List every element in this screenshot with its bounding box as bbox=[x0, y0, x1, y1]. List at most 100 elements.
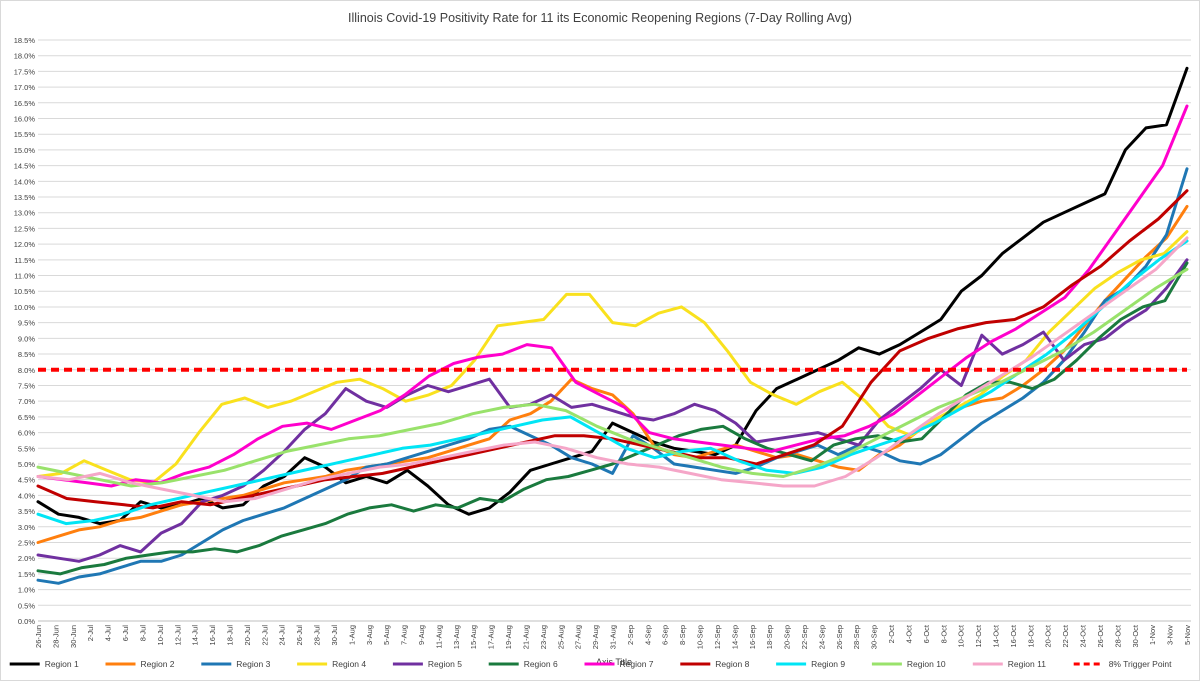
x-tick-label: 31-Aug bbox=[609, 625, 618, 649]
x-tick-label: 12-Jul bbox=[173, 625, 182, 646]
x-tick-label: 28-Sep bbox=[852, 625, 861, 649]
x-tick-label: 25-Aug bbox=[556, 625, 565, 649]
y-tick-label: 9.0% bbox=[18, 334, 35, 343]
x-tick-label: 12-Sep bbox=[713, 625, 722, 649]
y-tick-label: 15.5% bbox=[14, 130, 36, 139]
y-tick-label: 5.5% bbox=[18, 444, 35, 453]
y-tick-label: 6.0% bbox=[18, 429, 35, 438]
x-tick-label: 22-Jul bbox=[260, 625, 269, 646]
series-line-region-9 bbox=[36, 239, 1189, 526]
y-tick-label: 12.5% bbox=[14, 224, 36, 233]
y-tick-label: 4.5% bbox=[18, 476, 35, 485]
y-tick-label: 17.5% bbox=[14, 67, 36, 76]
y-tick-label: 12.0% bbox=[14, 240, 36, 249]
legend-label: Region 9 bbox=[811, 659, 845, 669]
y-tick-label: 0.0% bbox=[18, 617, 35, 626]
x-tick-label: 19-Aug bbox=[504, 625, 513, 649]
y-tick-label: 4.0% bbox=[18, 491, 35, 500]
y-tick-label: 10.0% bbox=[14, 303, 36, 312]
y-tick-label: 16.5% bbox=[14, 99, 36, 108]
x-tick-label: 3-Aug bbox=[365, 625, 374, 645]
legend-label: Region 8 bbox=[715, 659, 749, 669]
legend-item: Region 11 bbox=[972, 659, 1046, 669]
series-line-region-3 bbox=[36, 167, 1189, 585]
y-tick-label: 13.0% bbox=[14, 209, 36, 218]
x-tick-label: 24-Jul bbox=[278, 625, 287, 646]
x-tick-label: 28-Jun bbox=[51, 625, 60, 648]
y-tick-label: 1.5% bbox=[18, 570, 35, 579]
legend-label: Region 11 bbox=[1008, 659, 1046, 669]
x-tick-label: 4-Oct bbox=[904, 624, 913, 643]
series-line-region-6 bbox=[36, 261, 1189, 576]
x-tick-label: 9-Aug bbox=[417, 625, 426, 645]
series-line-region-7 bbox=[36, 104, 1189, 488]
x-tick-label: 1-Aug bbox=[347, 625, 356, 645]
x-tick-label: 20-Sep bbox=[783, 625, 792, 649]
y-tick-label: 7.0% bbox=[18, 397, 35, 406]
legend-label: Region 6 bbox=[524, 659, 558, 669]
y-tick-label: 16.0% bbox=[14, 115, 36, 124]
x-tick-label: 21-Aug bbox=[521, 625, 530, 649]
y-tick-label: 1.0% bbox=[18, 586, 35, 595]
x-tick-label: 29-Aug bbox=[591, 625, 600, 649]
y-tick-label: 2.0% bbox=[18, 554, 35, 563]
y-tick-label: 6.5% bbox=[18, 413, 35, 422]
x-tick-label: 8-Jul bbox=[138, 625, 147, 642]
legend-item: 8% Trigger Point bbox=[1073, 659, 1172, 669]
legend-item: Region 2 bbox=[105, 659, 175, 669]
x-tick-label: 18-Jul bbox=[226, 625, 235, 646]
legend-item: Region 3 bbox=[201, 659, 271, 669]
x-tick-label: 10-Oct bbox=[957, 624, 966, 647]
x-tick-label: 24-Sep bbox=[817, 625, 826, 649]
x-tick-label: 6-Oct bbox=[922, 624, 931, 643]
y-tick-label: 0.5% bbox=[18, 601, 35, 610]
x-tick-label: 30-Jun bbox=[69, 625, 78, 648]
legend-item: Region 1 bbox=[9, 659, 79, 669]
series-line-region-4 bbox=[36, 230, 1189, 485]
y-tick-label: 17.0% bbox=[14, 83, 36, 92]
x-tick-label: 15-Aug bbox=[469, 625, 478, 649]
legend-label: Region 3 bbox=[236, 659, 270, 669]
x-tick-label: 10-Jul bbox=[156, 625, 165, 646]
legend-label: Region 10 bbox=[907, 659, 946, 669]
x-tick-label: 10-Sep bbox=[696, 625, 705, 649]
y-tick-label: 11.0% bbox=[14, 272, 35, 281]
series-line-region-10 bbox=[36, 267, 1189, 488]
x-tick-label: 18-Sep bbox=[765, 625, 774, 649]
series-line-region-5 bbox=[36, 258, 1189, 563]
x-tick-label: 2-Oct bbox=[887, 624, 896, 643]
y-tick-label: 8.5% bbox=[18, 350, 35, 359]
legend-item: Region 5 bbox=[392, 659, 462, 669]
y-tick-label: 7.5% bbox=[18, 381, 35, 390]
series-line-region-11 bbox=[36, 236, 1189, 504]
series-line-region-2 bbox=[36, 204, 1189, 544]
x-axis-ticks: 26-Jun 28-Jun 30-Jun 2-Jul 4-Jul 6-Jul 8-Jul 10… bbox=[34, 624, 1192, 649]
x-tick-label: 24-Oct bbox=[1079, 624, 1088, 647]
x-tick-label: 5-Nov bbox=[1183, 625, 1192, 645]
legend: Region 1 Region 2 Region 3 Region 4 Region 5… bbox=[9, 659, 1172, 669]
x-tick-label: 6-Sep bbox=[661, 625, 670, 645]
x-tick-label: 14-Jul bbox=[191, 625, 200, 646]
x-tick-label: 23-Aug bbox=[539, 625, 548, 649]
x-tick-label: 4-Sep bbox=[643, 625, 652, 645]
legend-label: Region 5 bbox=[428, 659, 462, 669]
x-tick-label: 20-Jul bbox=[243, 625, 252, 646]
legend-item: Region 7 bbox=[584, 659, 654, 669]
x-tick-label: 6-Jul bbox=[121, 625, 130, 642]
x-tick-label: 17-Aug bbox=[487, 625, 496, 649]
x-tick-label: 5-Aug bbox=[382, 625, 391, 645]
y-tick-label: 11.5% bbox=[14, 256, 35, 265]
legend-label: 8% Trigger Point bbox=[1109, 659, 1172, 669]
legend-label: Region 7 bbox=[620, 659, 654, 669]
y-tick-label: 13.5% bbox=[14, 193, 36, 202]
y-tick-label: 3.5% bbox=[18, 507, 35, 516]
y-tick-label: 14.0% bbox=[14, 177, 36, 186]
x-tick-label: 1-Nov bbox=[1148, 625, 1157, 645]
x-tick-label: 22-Sep bbox=[800, 625, 809, 649]
x-tick-label: 7-Aug bbox=[400, 625, 409, 645]
x-tick-label: 12-Oct bbox=[974, 624, 983, 647]
x-tick-label: 28-Oct bbox=[1113, 624, 1122, 647]
x-tick-label: 16-Sep bbox=[748, 625, 757, 649]
x-tick-label: 4-Jul bbox=[104, 625, 113, 642]
